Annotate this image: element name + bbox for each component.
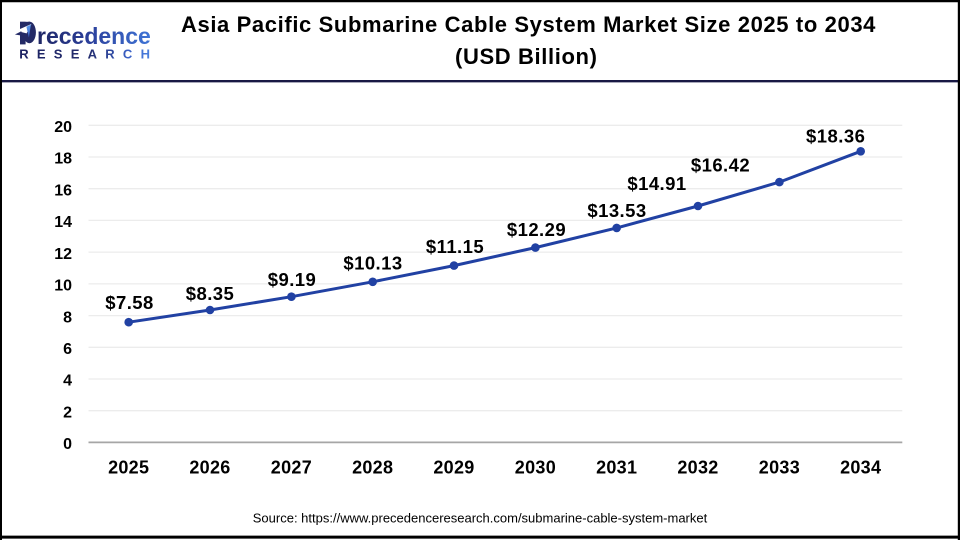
- svg-text:12: 12: [54, 246, 72, 263]
- svg-text:RESEARCH: RESEARCH: [19, 47, 158, 62]
- svg-text:6: 6: [63, 341, 72, 358]
- svg-text:$12.29: $12.29: [507, 219, 566, 240]
- svg-text:2: 2: [63, 404, 72, 421]
- svg-text:8: 8: [63, 309, 72, 326]
- svg-text:10: 10: [54, 278, 72, 295]
- svg-text:$7.58: $7.58: [105, 292, 154, 313]
- svg-text:$18.36: $18.36: [806, 125, 865, 146]
- svg-text:20: 20: [54, 119, 72, 136]
- svg-text:recedence: recedence: [37, 23, 151, 49]
- svg-text:14: 14: [54, 214, 72, 231]
- svg-text:4: 4: [63, 373, 72, 390]
- svg-text:2030: 2030: [515, 457, 556, 477]
- svg-text:$11.15: $11.15: [426, 236, 484, 257]
- svg-text:18: 18: [54, 151, 72, 168]
- svg-text:$8.35: $8.35: [186, 283, 235, 304]
- svg-text:$14.91: $14.91: [627, 173, 686, 194]
- svg-text:(USD Billion): (USD Billion): [455, 44, 598, 69]
- svg-text:$10.13: $10.13: [343, 253, 402, 274]
- svg-text:$13.53: $13.53: [587, 200, 646, 221]
- svg-text:2032: 2032: [677, 457, 718, 477]
- svg-text:2029: 2029: [433, 457, 474, 477]
- svg-text:$16.42: $16.42: [691, 154, 750, 175]
- svg-text:2027: 2027: [271, 457, 312, 477]
- svg-text:2028: 2028: [352, 457, 393, 477]
- svg-text:2031: 2031: [596, 457, 637, 477]
- svg-text:Asia Pacific Submarine Cable S: Asia Pacific Submarine Cable System Mark…: [181, 12, 876, 37]
- svg-text:2034: 2034: [840, 457, 881, 477]
- svg-text:0: 0: [63, 436, 72, 453]
- svg-text:16: 16: [54, 182, 72, 199]
- svg-text:Source: https://www.precedence: Source: https://www.precedenceresearch.c…: [253, 511, 708, 526]
- svg-text:2033: 2033: [759, 457, 800, 477]
- svg-text:2025: 2025: [108, 457, 149, 477]
- svg-text:$9.19: $9.19: [268, 269, 317, 290]
- svg-text:2026: 2026: [189, 457, 230, 477]
